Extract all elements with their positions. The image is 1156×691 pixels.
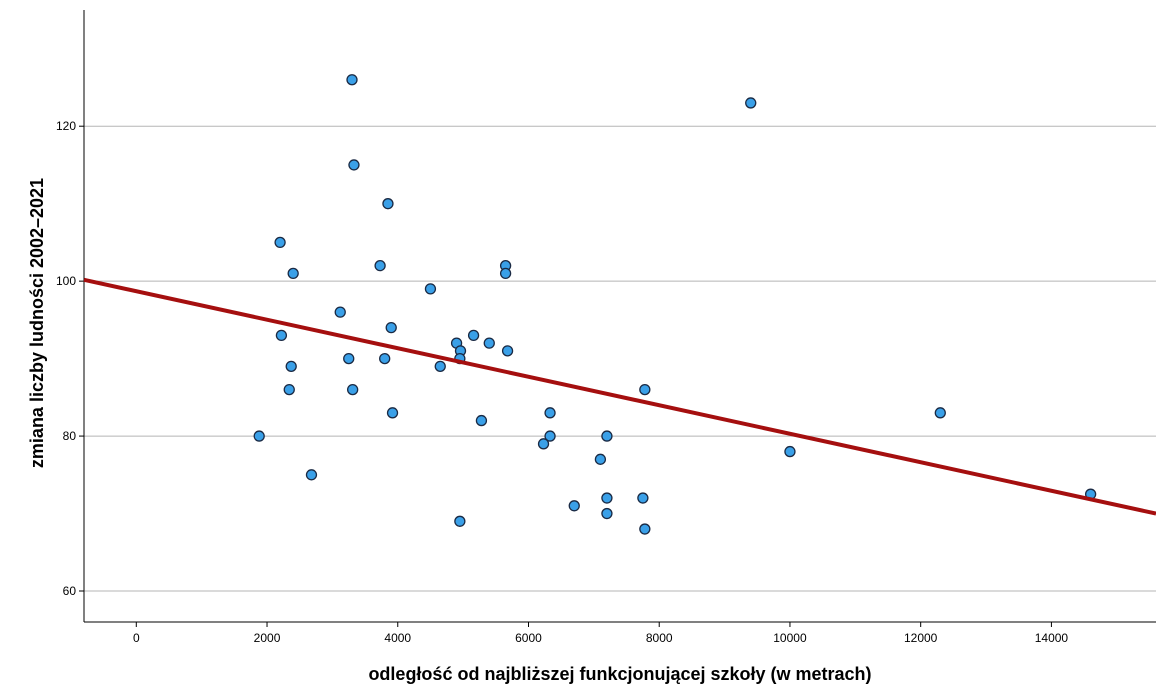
- data-point: [639, 383, 651, 396]
- x-tick-label: 4000: [384, 631, 411, 645]
- data-point: [343, 352, 355, 365]
- data-point: [483, 337, 495, 349]
- data-points: [253, 74, 1097, 535]
- data-point: [305, 469, 318, 481]
- y-tick-label: 100: [56, 274, 76, 288]
- y-axis-title: zmiana liczby ludności 2002–2021: [27, 178, 47, 468]
- data-point: [275, 329, 288, 342]
- data-point: [601, 430, 613, 442]
- x-tick-label: 12000: [904, 631, 938, 645]
- x-tick-labels: 0 2000 4000 6000 8000 10000 12000 14000: [133, 631, 1068, 645]
- data-point: [601, 507, 613, 520]
- data-point: [784, 445, 796, 458]
- gridlines: [84, 125, 1156, 592]
- data-point: [285, 360, 297, 373]
- axes: [79, 10, 1156, 627]
- data-point: [499, 267, 512, 280]
- data-point: [379, 352, 391, 365]
- x-tick-label: 8000: [646, 631, 673, 645]
- data-point: [386, 407, 399, 419]
- data-point: [537, 438, 550, 450]
- data-point: [385, 321, 397, 334]
- x-axis-title: odległość od najbliższej funkcjonującej …: [368, 664, 871, 684]
- data-point: [253, 430, 265, 442]
- data-point: [434, 360, 446, 373]
- x-tick-label: 0: [133, 631, 140, 645]
- data-point: [934, 407, 946, 419]
- x-tick-label: 2000: [254, 631, 281, 645]
- data-point: [544, 407, 556, 419]
- data-point: [347, 383, 359, 396]
- data-point: [501, 345, 514, 357]
- data-point: [544, 430, 556, 442]
- data-point: [594, 453, 607, 465]
- data-point: [475, 414, 488, 427]
- data-point: [274, 236, 286, 249]
- x-tick-label: 6000: [515, 631, 542, 645]
- regression-line-group: [83, 277, 1156, 516]
- y-tick-label: 60: [63, 584, 77, 598]
- data-point: [374, 259, 386, 272]
- data-point: [639, 523, 651, 535]
- data-point: [424, 283, 437, 295]
- data-point: [467, 329, 480, 342]
- data-point: [454, 515, 466, 527]
- regression-line: [83, 277, 1156, 516]
- data-point: [568, 500, 580, 512]
- y-tick-label: 80: [63, 429, 77, 443]
- data-point: [348, 159, 360, 171]
- data-point: [382, 198, 394, 210]
- y-tick-label: 120: [56, 119, 76, 133]
- y-tick-labels: 60 80 100 120: [56, 119, 76, 598]
- data-point: [637, 492, 649, 504]
- data-point: [287, 267, 299, 280]
- data-point: [283, 383, 295, 396]
- x-tick-label: 10000: [773, 631, 807, 645]
- x-tick-label: 14000: [1035, 631, 1069, 645]
- data-point: [745, 97, 757, 109]
- data-point: [346, 74, 358, 86]
- data-point: [601, 492, 613, 504]
- data-point: [334, 306, 346, 318]
